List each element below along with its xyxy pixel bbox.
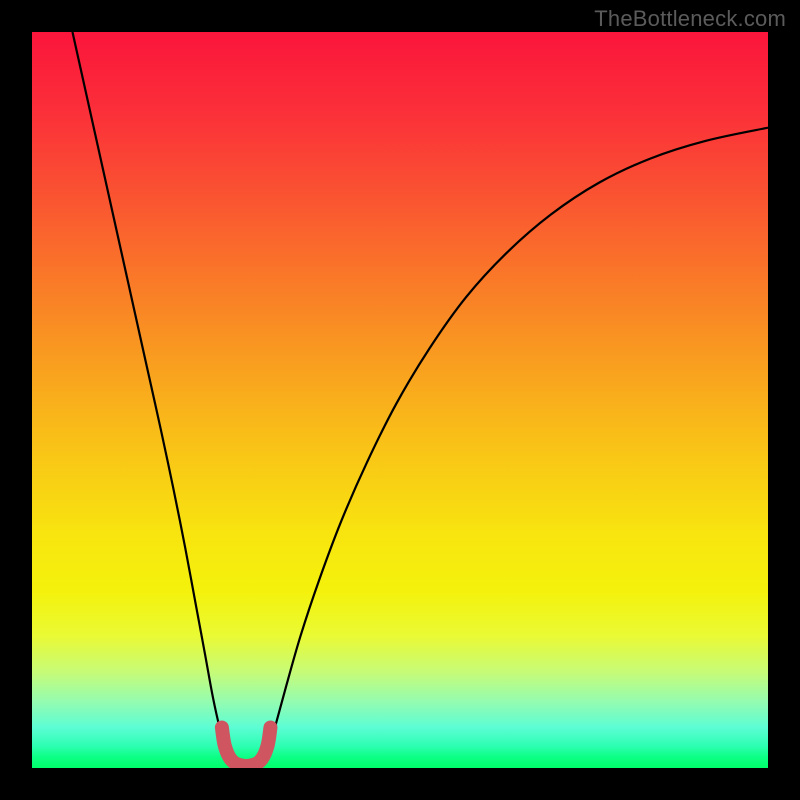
chart-container: TheBottleneck.com [0, 0, 800, 800]
chart-background [32, 32, 768, 768]
watermark-label: TheBottleneck.com [594, 6, 786, 32]
bottleneck-chart [0, 0, 800, 800]
